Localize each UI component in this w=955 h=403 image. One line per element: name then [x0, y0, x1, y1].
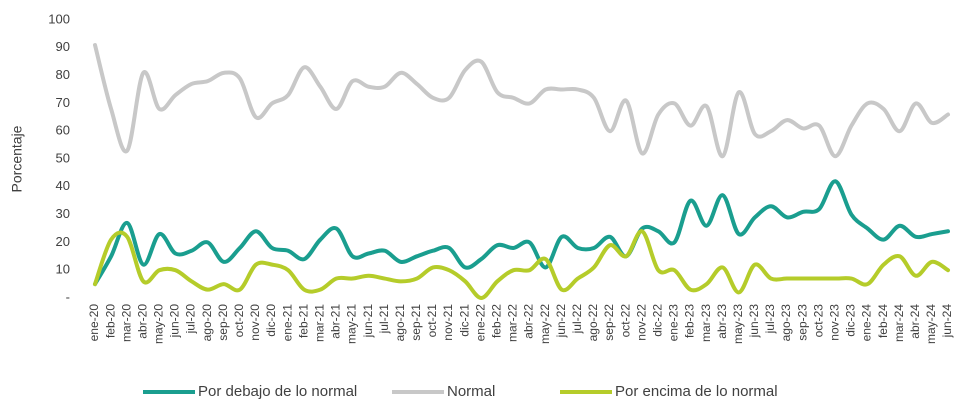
x-tick-label: oct-23 [811, 304, 825, 338]
x-tick-label: jun-24 [940, 304, 954, 339]
x-tick-label: nov-22 [634, 304, 648, 341]
y-tick-label: 60 [56, 123, 70, 138]
x-tick-label: abr-21 [329, 304, 343, 339]
x-tick-label: jun-21 [361, 304, 375, 339]
x-tick-label: feb-23 [683, 304, 697, 338]
x-tick-label: sep-22 [602, 304, 616, 341]
x-tick-label: feb-22 [490, 304, 504, 338]
y-tick-label: 40 [56, 178, 70, 193]
x-tick-label: may-21 [345, 304, 359, 344]
x-tick-label: jun-20 [168, 304, 182, 339]
x-tick-label: ago-22 [586, 304, 600, 342]
x-tick-label: dic-23 [844, 304, 858, 337]
y-tick-label: 90 [56, 39, 70, 54]
x-tick-label: feb-24 [876, 304, 890, 338]
x-tick-label: jul-22 [570, 304, 584, 335]
x-tick-label: nov-21 [441, 304, 455, 341]
y-tick-label: 100 [48, 11, 70, 26]
x-tick-label: ene-20 [87, 304, 101, 342]
y-axis-label: Porcentaje [9, 125, 25, 192]
series-line [93, 43, 950, 159]
x-tick-label: ene-21 [280, 304, 294, 342]
legend-label: Normal [447, 383, 495, 400]
x-tick-label: oct-20 [232, 304, 246, 338]
x-tick-label: mar-24 [892, 304, 906, 342]
x-tick-label: mar-23 [699, 304, 713, 342]
x-tick-label: ene-23 [667, 304, 681, 342]
x-tick-label: sep-20 [216, 304, 230, 341]
legend-label: Por encima de lo normal [615, 383, 778, 400]
x-tick-label: oct-21 [425, 304, 439, 338]
y-tick-label: 10 [56, 262, 70, 277]
legend-label: Por debajo de lo normal [198, 383, 357, 400]
x-tick-label: may-23 [731, 304, 745, 344]
x-tick-label: jun-22 [554, 304, 568, 339]
x-tick-label: nov-20 [248, 304, 262, 341]
x-tick-label: feb-20 [103, 304, 117, 338]
x-tick-label: abr-20 [135, 304, 149, 339]
x-tick-label: ene-24 [860, 304, 874, 342]
y-tick-label: 50 [56, 150, 70, 165]
x-tick-label: abr-23 [715, 304, 729, 339]
y-tick-label: 80 [56, 67, 70, 82]
x-tick-label: jul-20 [184, 304, 198, 335]
x-tick-label: mar-20 [119, 304, 133, 342]
series-line [93, 179, 950, 287]
x-tick-label: ago-23 [779, 304, 793, 342]
x-tick-label: sep-23 [795, 304, 809, 341]
x-tick-label: abr-24 [908, 304, 922, 339]
y-tick-label: 70 [56, 95, 70, 110]
x-tick-label: may-22 [538, 304, 552, 344]
x-tick-label: mar-22 [506, 304, 520, 342]
x-tick-label: jul-21 [377, 304, 391, 335]
x-tick-label: may-20 [152, 304, 166, 344]
y-tick-label: 30 [56, 206, 70, 221]
x-tick-label: jul-23 [763, 304, 777, 335]
series-line [93, 229, 950, 300]
x-tick-label: feb-21 [296, 304, 310, 338]
x-tick-label: mar-21 [312, 304, 326, 342]
x-tick-label: ago-21 [393, 304, 407, 342]
x-tick-label: dic-20 [264, 304, 278, 337]
x-tick-label: nov-23 [828, 304, 842, 341]
x-tick-label: abr-22 [522, 304, 536, 339]
y-tick-label: 20 [56, 234, 70, 249]
x-tick-label: ene-22 [473, 304, 487, 342]
x-tick-label: ago-20 [200, 304, 214, 342]
y-tick-label: - [66, 289, 70, 304]
x-tick-label: sep-21 [409, 304, 423, 341]
x-tick-label: oct-22 [618, 304, 632, 338]
x-tick-label: may-24 [924, 304, 938, 344]
x-tick-label: dic-22 [650, 304, 664, 337]
x-tick-label: jun-23 [747, 304, 761, 339]
x-tick-label: dic-21 [457, 304, 471, 337]
